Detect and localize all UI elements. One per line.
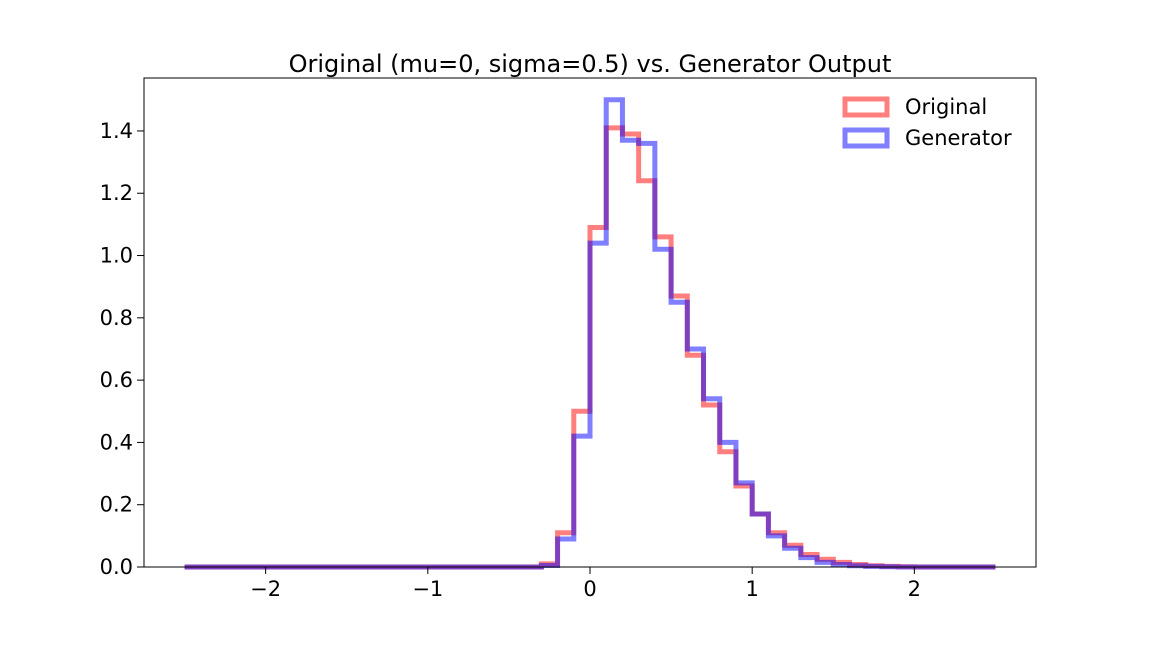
legend-swatch-generator xyxy=(842,127,890,149)
y-tick-label: 0.4 xyxy=(100,430,133,454)
x-tick-label: 0 xyxy=(583,577,596,601)
y-tick-label: 0.2 xyxy=(100,493,133,517)
y-tick-label: 0.6 xyxy=(100,368,133,392)
legend: Original Generator xyxy=(842,95,1012,150)
legend-label-original: Original xyxy=(905,95,987,119)
x-axis: −2 −1 0 1 2 xyxy=(250,567,921,601)
x-tick-label: −1 xyxy=(412,577,443,601)
x-tick-label: 2 xyxy=(908,577,921,601)
y-tick-label: 1.4 xyxy=(100,119,133,143)
y-tick-label: 0.0 xyxy=(100,555,133,579)
y-axis: 0.0 0.2 0.4 0.6 0.8 1.0 1.2 1.4 xyxy=(100,119,144,579)
legend-label-generator: Generator xyxy=(905,126,1012,150)
y-tick-label: 0.8 xyxy=(100,306,133,330)
x-tick-label: 1 xyxy=(745,577,758,601)
legend-swatch-original xyxy=(842,96,890,118)
y-tick-label: 1.2 xyxy=(100,181,133,205)
chart-title: Original (mu=0, sigma=0.5) vs. Generator… xyxy=(289,50,892,78)
y-tick-label: 1.0 xyxy=(100,244,133,268)
x-tick-label: −2 xyxy=(250,577,281,601)
